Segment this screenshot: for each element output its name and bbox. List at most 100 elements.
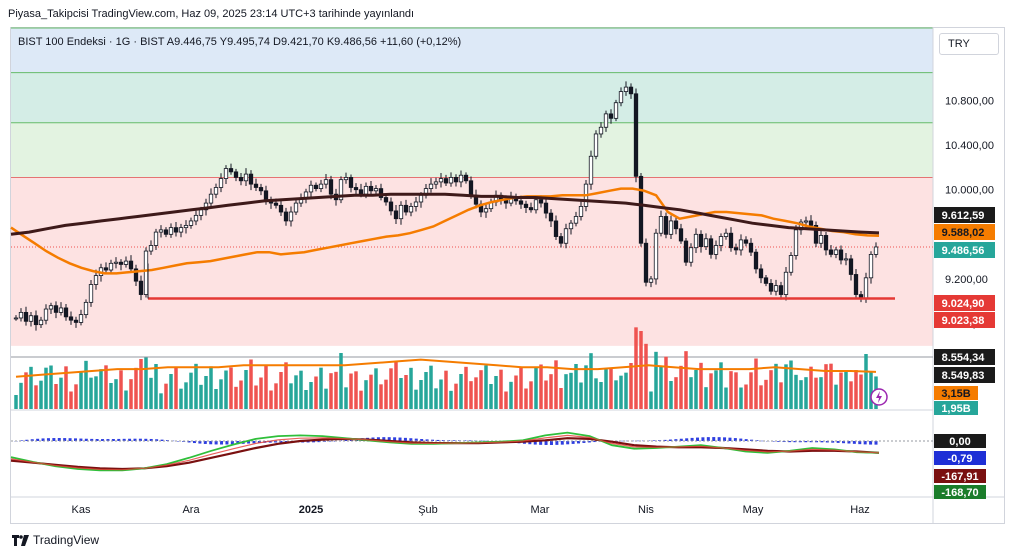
macd-hist-bar bbox=[755, 440, 759, 441]
candle-body bbox=[23, 311, 29, 322]
volume-bar bbox=[69, 391, 73, 409]
candle-body bbox=[383, 197, 389, 203]
volume-bar bbox=[24, 372, 28, 409]
macd-hist-bar bbox=[230, 441, 234, 445]
candle-body bbox=[278, 204, 284, 213]
volume-bar bbox=[719, 362, 723, 409]
macd-hist-bar bbox=[90, 438, 94, 441]
volume-badge-label: 3,15B bbox=[941, 388, 970, 400]
candle-body bbox=[73, 319, 79, 323]
candle-body bbox=[563, 228, 569, 244]
volume-bar bbox=[354, 371, 358, 409]
macd-hist-bar bbox=[452, 440, 456, 441]
volume-bar bbox=[704, 387, 708, 409]
candle-body bbox=[33, 315, 39, 326]
volume-bar bbox=[224, 370, 228, 409]
volume-bar bbox=[79, 372, 83, 409]
symbol-legend: BIST 100 Endeksi · 1G · BIST A9.446,75 Y… bbox=[18, 36, 462, 48]
candle-body bbox=[668, 220, 674, 235]
candle-body bbox=[363, 185, 369, 195]
macd-hist-bar bbox=[155, 439, 159, 441]
volume-average-line bbox=[15, 358, 877, 378]
volume-bar bbox=[379, 384, 383, 409]
macd-hist-bar bbox=[46, 438, 50, 441]
candle-body bbox=[648, 278, 654, 283]
candle-body bbox=[193, 214, 199, 222]
volume-bar bbox=[39, 380, 43, 409]
candle-body bbox=[418, 194, 424, 203]
candle-body bbox=[523, 203, 529, 208]
macd-hist-bar bbox=[696, 437, 700, 441]
candle-body bbox=[773, 285, 779, 292]
macd-hist-bar bbox=[106, 439, 110, 441]
macd-hist-bar bbox=[777, 441, 781, 442]
time-tick-label: Haz bbox=[850, 504, 870, 516]
volume-bar bbox=[824, 364, 828, 409]
macd-hist-bar bbox=[566, 441, 570, 445]
volume-bar bbox=[764, 379, 768, 409]
macd-badge: -0,79 bbox=[934, 451, 986, 465]
volume-bar bbox=[34, 385, 38, 409]
volume-bar bbox=[254, 385, 258, 409]
macd-hist-bar bbox=[344, 439, 348, 441]
macd-hist-bar bbox=[63, 438, 67, 441]
volume-bar bbox=[459, 374, 463, 409]
macd-hist-bar bbox=[122, 438, 126, 441]
volume-bar bbox=[464, 366, 468, 409]
volume-bar bbox=[739, 387, 743, 409]
volume-bar bbox=[484, 365, 488, 409]
volume-bar bbox=[174, 367, 178, 409]
macd-hist-bar bbox=[198, 441, 202, 444]
price-tick-label: 10.800,00 bbox=[945, 95, 994, 107]
currency-button[interactable]: TRY bbox=[939, 33, 999, 55]
macd-badge-bg bbox=[934, 469, 986, 483]
candle-body bbox=[148, 245, 154, 252]
macd-hist-bar bbox=[25, 439, 29, 441]
volume-bar bbox=[149, 377, 153, 409]
candle-body bbox=[183, 224, 189, 229]
price-badge-label: 8.549,83 bbox=[942, 370, 985, 382]
candle-body bbox=[868, 253, 874, 279]
candle-body bbox=[728, 232, 734, 249]
volume-bar bbox=[104, 365, 108, 409]
candle-body bbox=[113, 261, 119, 264]
candle-body bbox=[543, 202, 549, 214]
macd-hist-bar bbox=[652, 440, 656, 441]
candle-body bbox=[223, 168, 229, 179]
macd-hist-bar bbox=[268, 441, 272, 443]
candle-body bbox=[13, 317, 19, 320]
candle-body bbox=[58, 307, 64, 313]
macd-hist-bar bbox=[549, 441, 553, 445]
volume-bar bbox=[164, 383, 168, 409]
macd-badge-label: -168,70 bbox=[941, 487, 978, 499]
candle-body bbox=[388, 201, 394, 212]
candle-body bbox=[528, 207, 534, 211]
volume-bar bbox=[794, 374, 798, 409]
candle-body bbox=[608, 113, 614, 119]
volume-bar bbox=[299, 370, 303, 409]
candle-body bbox=[403, 204, 409, 213]
candle-body bbox=[708, 238, 714, 255]
candle-body bbox=[408, 206, 414, 213]
volume-bar bbox=[759, 385, 763, 409]
volume-bar bbox=[439, 379, 443, 409]
volume-bar bbox=[549, 374, 553, 409]
candle-body bbox=[658, 216, 664, 234]
volume-bar bbox=[399, 378, 403, 409]
price-badge-bg bbox=[934, 224, 995, 240]
candle-body bbox=[803, 220, 809, 223]
macd-hist-bar bbox=[793, 441, 797, 443]
volume-bar bbox=[454, 383, 458, 409]
macd-hist-bar bbox=[863, 441, 867, 445]
candle-body bbox=[593, 133, 599, 157]
macd-hist-bar bbox=[425, 439, 429, 441]
macd-line bbox=[10, 431, 880, 472]
volume-badge-label: 1,95B bbox=[941, 403, 970, 415]
candle-body bbox=[108, 262, 114, 271]
macd-hist-bar bbox=[128, 438, 132, 441]
candle-body bbox=[258, 187, 264, 192]
volume-bar bbox=[374, 368, 378, 409]
macd-badge-label: 0,00 bbox=[949, 436, 970, 448]
candle-body bbox=[673, 220, 679, 230]
